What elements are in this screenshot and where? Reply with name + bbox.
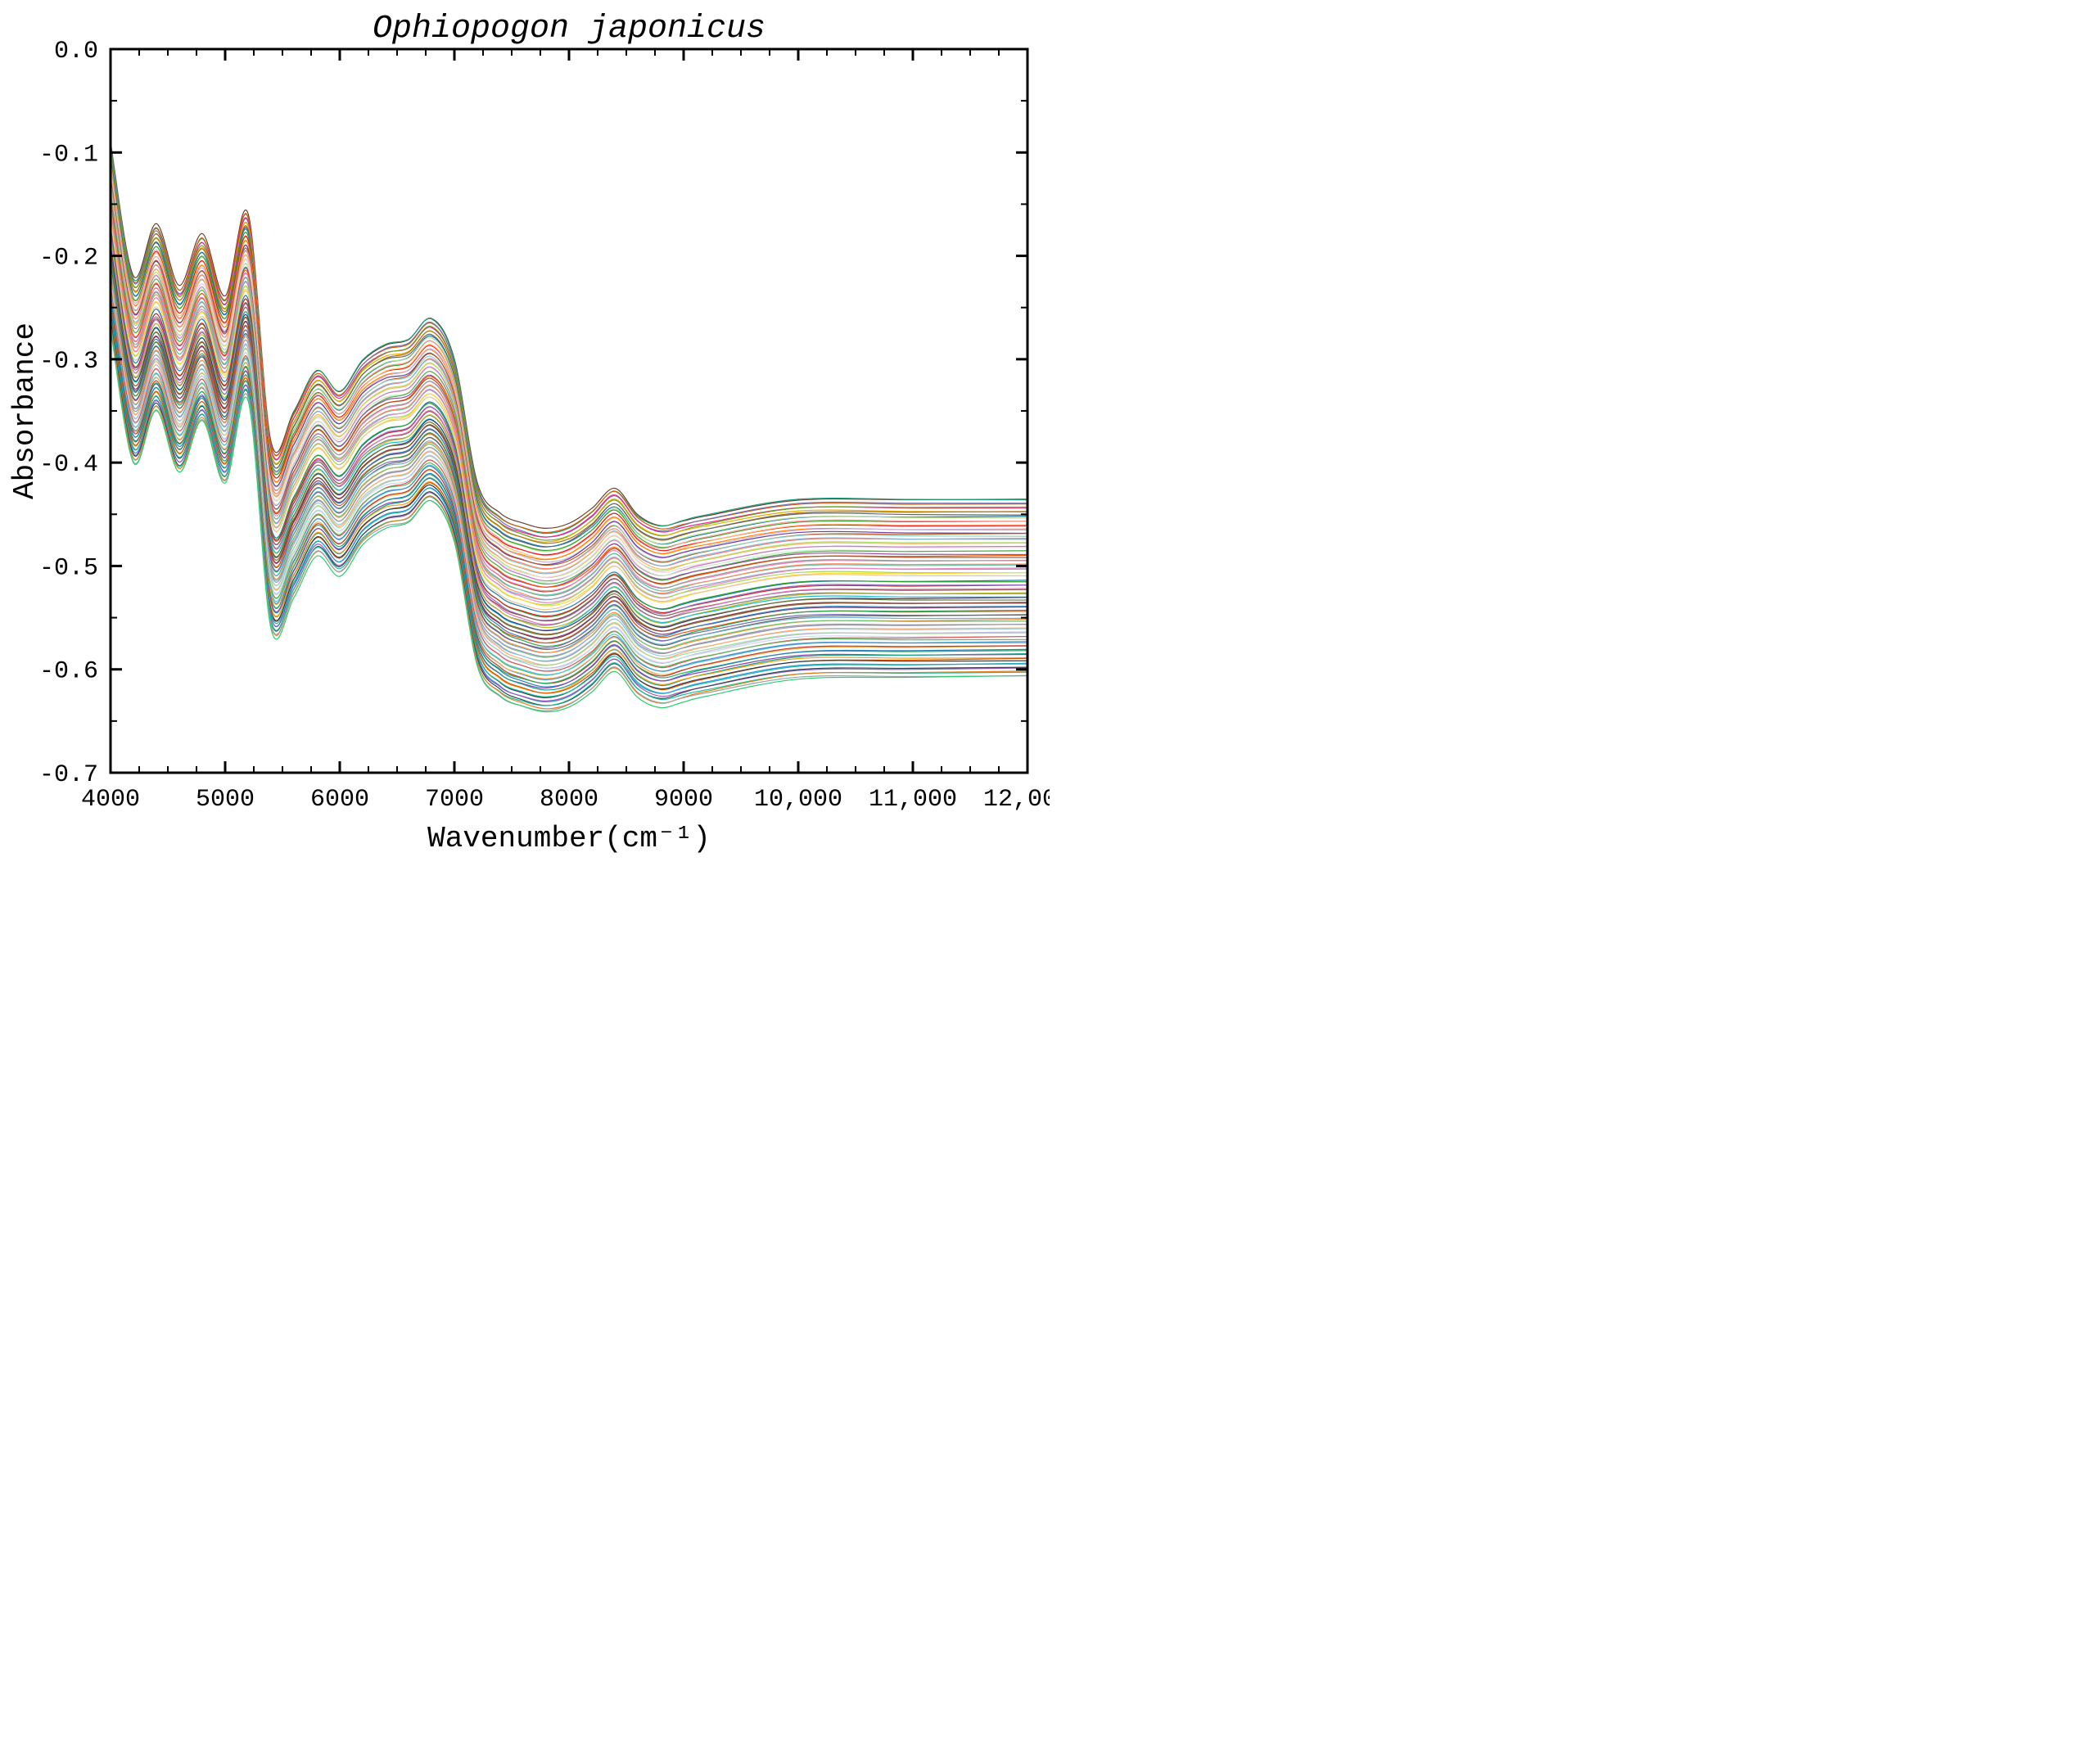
x-tick-label: 5000 — [196, 786, 255, 814]
x-tick-label: 6000 — [310, 786, 369, 814]
y-tick-label: -0.2 — [39, 245, 98, 273]
x-axis-ticks: 4000 5000 6000 7000 8000 9000 10,000 11,000 12,0… — [81, 49, 1050, 814]
x-tick-label: 10,000 — [754, 786, 842, 814]
chart-title: Ophiopogon japonicus — [373, 11, 765, 47]
x-tick-label: 8000 — [540, 786, 598, 814]
chart-container: Ophiopogon japonicus 4000 5000 6000 7000 800… — [0, 0, 1050, 882]
y-tick-label: 0.0 — [54, 38, 98, 65]
spectrum-line — [111, 151, 1027, 540]
y-axis-label: Absorbance — [8, 323, 42, 499]
x-tick-label: 4000 — [81, 786, 140, 814]
x-tick-label: 7000 — [425, 786, 484, 814]
nir-spectra-chart: Ophiopogon japonicus 4000 5000 6000 7000 800… — [0, 0, 1050, 882]
y-tick-label: -0.1 — [39, 141, 98, 169]
y-tick-label: -0.4 — [39, 451, 98, 479]
x-tick-label: 11,000 — [869, 786, 957, 814]
x-tick-label: 9000 — [654, 786, 713, 814]
y-tick-label: -0.5 — [39, 554, 98, 582]
x-tick-label: 12,000 — [983, 786, 1050, 814]
plot-area — [111, 142, 1027, 712]
y-tick-label: -0.3 — [39, 348, 98, 376]
y-tick-label: -0.6 — [39, 658, 98, 686]
y-tick-label: -0.7 — [39, 761, 98, 789]
x-axis-label: Wavenumber(cm⁻¹) — [427, 822, 711, 855]
spectrum-line — [111, 320, 1027, 702]
